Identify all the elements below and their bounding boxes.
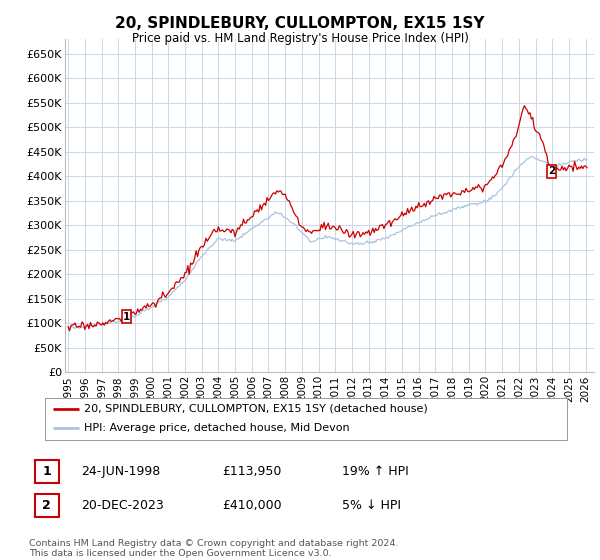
Text: 20-DEC-2023: 20-DEC-2023 — [81, 499, 164, 512]
Text: 20, SPINDLEBURY, CULLOMPTON, EX15 1SY (detached house): 20, SPINDLEBURY, CULLOMPTON, EX15 1SY (d… — [84, 404, 428, 414]
Text: 2: 2 — [548, 166, 556, 176]
Text: 24-JUN-1998: 24-JUN-1998 — [81, 465, 160, 478]
Text: Price paid vs. HM Land Registry's House Price Index (HPI): Price paid vs. HM Land Registry's House … — [131, 32, 469, 45]
Bar — [122, 310, 131, 324]
Bar — [547, 165, 556, 178]
Text: 20, SPINDLEBURY, CULLOMPTON, EX15 1SY: 20, SPINDLEBURY, CULLOMPTON, EX15 1SY — [115, 16, 485, 31]
Text: Contains HM Land Registry data © Crown copyright and database right 2024.
This d: Contains HM Land Registry data © Crown c… — [29, 539, 398, 558]
Text: £113,950: £113,950 — [222, 465, 281, 478]
Text: 1: 1 — [122, 311, 130, 321]
Text: 2: 2 — [43, 499, 51, 512]
Text: 1: 1 — [43, 465, 51, 478]
Text: £410,000: £410,000 — [222, 499, 281, 512]
Text: 5% ↓ HPI: 5% ↓ HPI — [342, 499, 401, 512]
Text: 19% ↑ HPI: 19% ↑ HPI — [342, 465, 409, 478]
Text: HPI: Average price, detached house, Mid Devon: HPI: Average price, detached house, Mid … — [84, 423, 350, 433]
